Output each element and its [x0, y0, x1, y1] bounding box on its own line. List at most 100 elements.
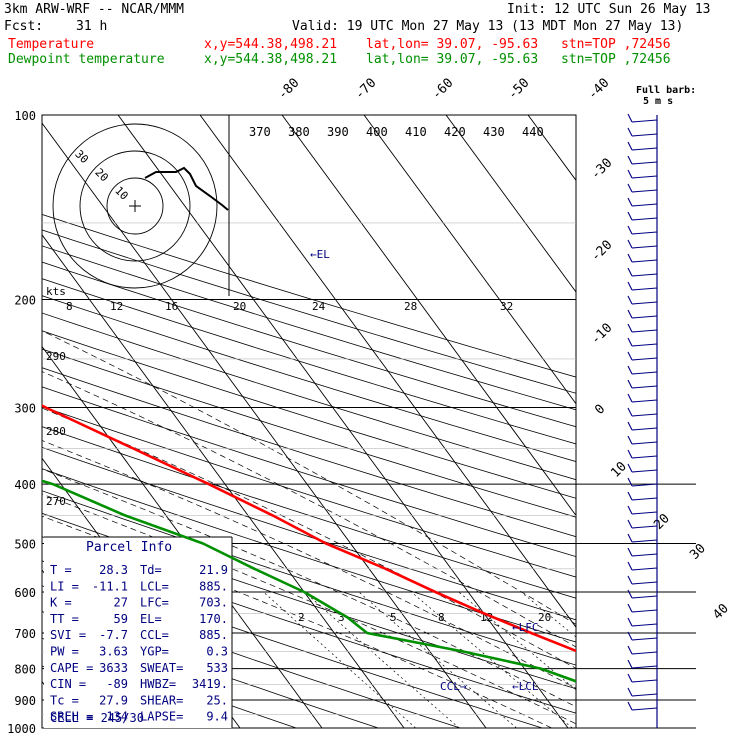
parcel-value: 28.3 [99, 563, 128, 577]
wind-barb [627, 197, 658, 207]
parcel-label: SHEAR= [140, 693, 183, 707]
parcel-label: Tc = [50, 693, 79, 707]
parcel-label: T = [50, 563, 72, 577]
wind-barb [627, 155, 658, 165]
pressure-tick-label: 100 [14, 109, 36, 123]
parcel-label: SVI = [50, 628, 86, 642]
parcel-value: -11.1 [92, 579, 128, 593]
mixing-ratio-line [520, 591, 576, 638]
wind-barb [627, 407, 658, 417]
parcel-label: CIN = [50, 677, 86, 691]
pressure-tick-label: 700 [14, 627, 36, 641]
pressure-tick-label: 200 [14, 294, 36, 308]
wind-barb [627, 687, 658, 697]
parcel-label: HWBZ= [140, 677, 176, 691]
isotherm-label: -10 [588, 321, 615, 348]
wind-barb [627, 449, 658, 459]
wind-barb [627, 673, 658, 683]
parcel-label: CCL= [140, 628, 169, 642]
isotherm-label: 30 [687, 541, 709, 563]
wind-speed-label: 8 [66, 300, 73, 313]
wind-barb [627, 603, 658, 613]
parcel-label: LCL= [140, 579, 169, 593]
wind-barb [627, 351, 658, 361]
annotation-lfc: ←LFC [512, 621, 539, 634]
wind-barb [627, 393, 658, 403]
wind-barb [627, 295, 658, 305]
wind-barb [627, 575, 658, 585]
dew-stn: stn=TOP ,72456 [561, 52, 671, 67]
parcel-label: LI = [50, 579, 79, 593]
pressure-tick-label: 500 [14, 537, 36, 551]
dry-adiabat-label: 290 [46, 350, 66, 363]
annotation-lcl: ←LCL [512, 680, 539, 693]
dew-latlon: lat,lon= 39.07, -95.63 [366, 52, 539, 67]
barb-legend: Full barb: [636, 85, 696, 96]
parcel-value: 703. [199, 596, 228, 610]
theta-label: 430 [483, 125, 505, 139]
wind-barb [627, 309, 658, 319]
parcel-label: LFC= [140, 596, 169, 610]
parcel-label: Td= [140, 563, 162, 577]
isotherm-line [363, 115, 576, 405]
wind-barb [627, 253, 658, 263]
dry-adiabat-label: 270 [46, 495, 66, 508]
pressure-tick-label: 300 [14, 401, 36, 415]
wind-barb [627, 659, 658, 669]
theta-label: 400 [366, 125, 388, 139]
dewpoint-legend: Dewpoint temperature [8, 52, 165, 67]
init-time: Init: 12 UTC Sun 26 May 13 [507, 2, 711, 17]
isotherm-line [445, 115, 576, 293]
parcel-label: EL= [140, 612, 162, 626]
wind-barb [627, 113, 658, 123]
wind-speed-label: 16 [165, 300, 178, 313]
parcel-info-title: Parcel Info [86, 540, 172, 555]
wind-barb [627, 477, 658, 487]
temp-xy: x,y=544.38,498.21 [204, 37, 338, 52]
wind-barb [627, 463, 658, 473]
wind-barb [627, 491, 658, 501]
wind-barb [627, 281, 658, 291]
hodograph-ring [52, 123, 218, 289]
parcel-value: 134 [106, 710, 128, 724]
mixing-ratio-label: 3 [338, 611, 345, 624]
dew-xy: x,y=544.38,498.21 [204, 52, 338, 67]
wind-speed-label: 12 [110, 300, 123, 313]
parcel-value: 27 [114, 596, 128, 610]
wind-barb [627, 589, 658, 599]
hodograph-ring [79, 150, 191, 262]
wind-barb [627, 631, 658, 641]
parcel-value: -89 [106, 677, 128, 691]
wind-barb [627, 211, 658, 221]
parcel-label: SWEAT= [140, 661, 183, 675]
parcel-value: 170. [199, 612, 228, 626]
parcel-value: 885. [199, 628, 228, 642]
wind-barb [627, 547, 658, 557]
wind-barb [627, 701, 658, 711]
hodograph-trace [144, 166, 229, 211]
wind-barb [627, 141, 658, 151]
parcel-box-bg [44, 537, 232, 728]
hodograph-ring [106, 177, 164, 235]
parcel-value: 3.63 [99, 645, 128, 659]
parcel-label: K = [50, 596, 72, 610]
wind-barb [627, 239, 658, 249]
fcst-label: Fcst: [4, 19, 44, 34]
wind-barb [627, 645, 658, 655]
wind-barb [627, 183, 658, 193]
pressure-tick-label: 600 [14, 586, 36, 600]
wind-barb [627, 337, 658, 347]
wind-speed-label: 20 [233, 300, 246, 313]
fcst-value: 31 h [76, 19, 108, 34]
theta-label: 390 [327, 125, 349, 139]
parcel-cell: CELL = 245/30 [50, 711, 144, 725]
theta-label: 410 [405, 125, 427, 139]
valid-time: Valid: 19 UTC Mon 27 May 13 (13 MDT Mon … [292, 19, 684, 34]
parcel-value: 59 [114, 612, 128, 626]
isotherm-line [42, 345, 323, 728]
isotherm-line [281, 115, 576, 517]
annotation-el: ←EL [310, 248, 330, 261]
wind-speed-label: 24 [312, 300, 326, 313]
wind-barb [627, 379, 658, 389]
